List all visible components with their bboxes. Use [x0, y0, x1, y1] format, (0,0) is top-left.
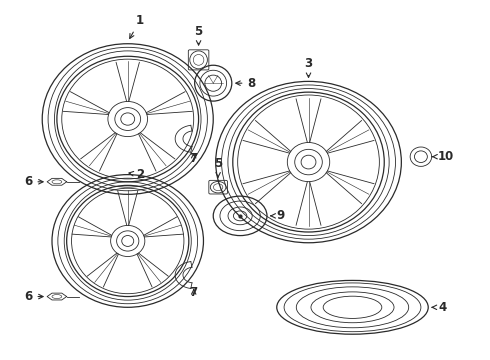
- Text: 1: 1: [130, 14, 144, 39]
- Text: 6: 6: [24, 290, 43, 303]
- Text: 5: 5: [195, 25, 203, 45]
- Text: 8: 8: [236, 77, 256, 90]
- Text: 7: 7: [190, 287, 198, 300]
- Text: 5: 5: [214, 157, 222, 177]
- Text: 9: 9: [271, 210, 285, 222]
- Text: 6: 6: [24, 175, 43, 188]
- Text: 7: 7: [190, 152, 198, 165]
- Text: 3: 3: [304, 57, 313, 77]
- Text: 10: 10: [432, 150, 454, 163]
- Text: 2: 2: [129, 168, 144, 181]
- Text: 4: 4: [432, 301, 446, 314]
